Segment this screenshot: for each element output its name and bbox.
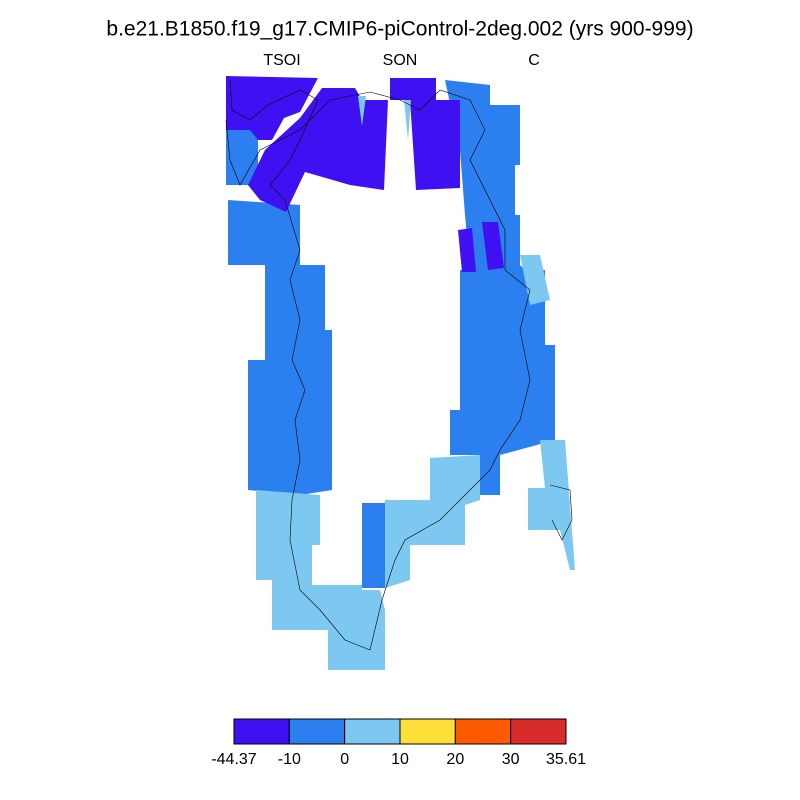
cell (482, 222, 504, 270)
colorbar-box (233, 718, 290, 745)
colorbar-label: -10 (278, 751, 301, 768)
cell (404, 100, 411, 140)
cell (228, 200, 332, 495)
colorbar-box (399, 718, 456, 745)
colorbar-label: 10 (391, 751, 409, 768)
cell (256, 490, 385, 670)
cell (385, 455, 480, 588)
colorbar-label: 20 (446, 751, 464, 768)
colorbar-label: 35.61 (546, 751, 586, 768)
colorbar: -44.37 -10 0 10 20 30 35.61 (211, 718, 586, 768)
colorbar-box (510, 718, 567, 745)
colorbar-label: 30 (502, 751, 520, 768)
map (225, 76, 575, 670)
right-string: C (528, 52, 540, 69)
cell (226, 130, 258, 185)
cell (358, 96, 366, 126)
cell (248, 88, 388, 212)
colorbar-label: 0 (340, 751, 349, 768)
colorbar-label: -44.37 (211, 751, 256, 768)
title: b.e21.B1850.f19_g17.CMIP6-piControl-2deg… (106, 18, 693, 41)
center-string: SON (383, 52, 418, 69)
left-string: TSOI (263, 52, 300, 69)
colorbar-box (454, 718, 512, 745)
cell (458, 228, 476, 272)
colorbar-box (344, 718, 401, 745)
cell (445, 80, 555, 495)
colorbar-box (288, 718, 346, 745)
cell (390, 78, 460, 190)
cell (520, 255, 550, 305)
cell (362, 503, 385, 588)
cell (226, 76, 318, 140)
